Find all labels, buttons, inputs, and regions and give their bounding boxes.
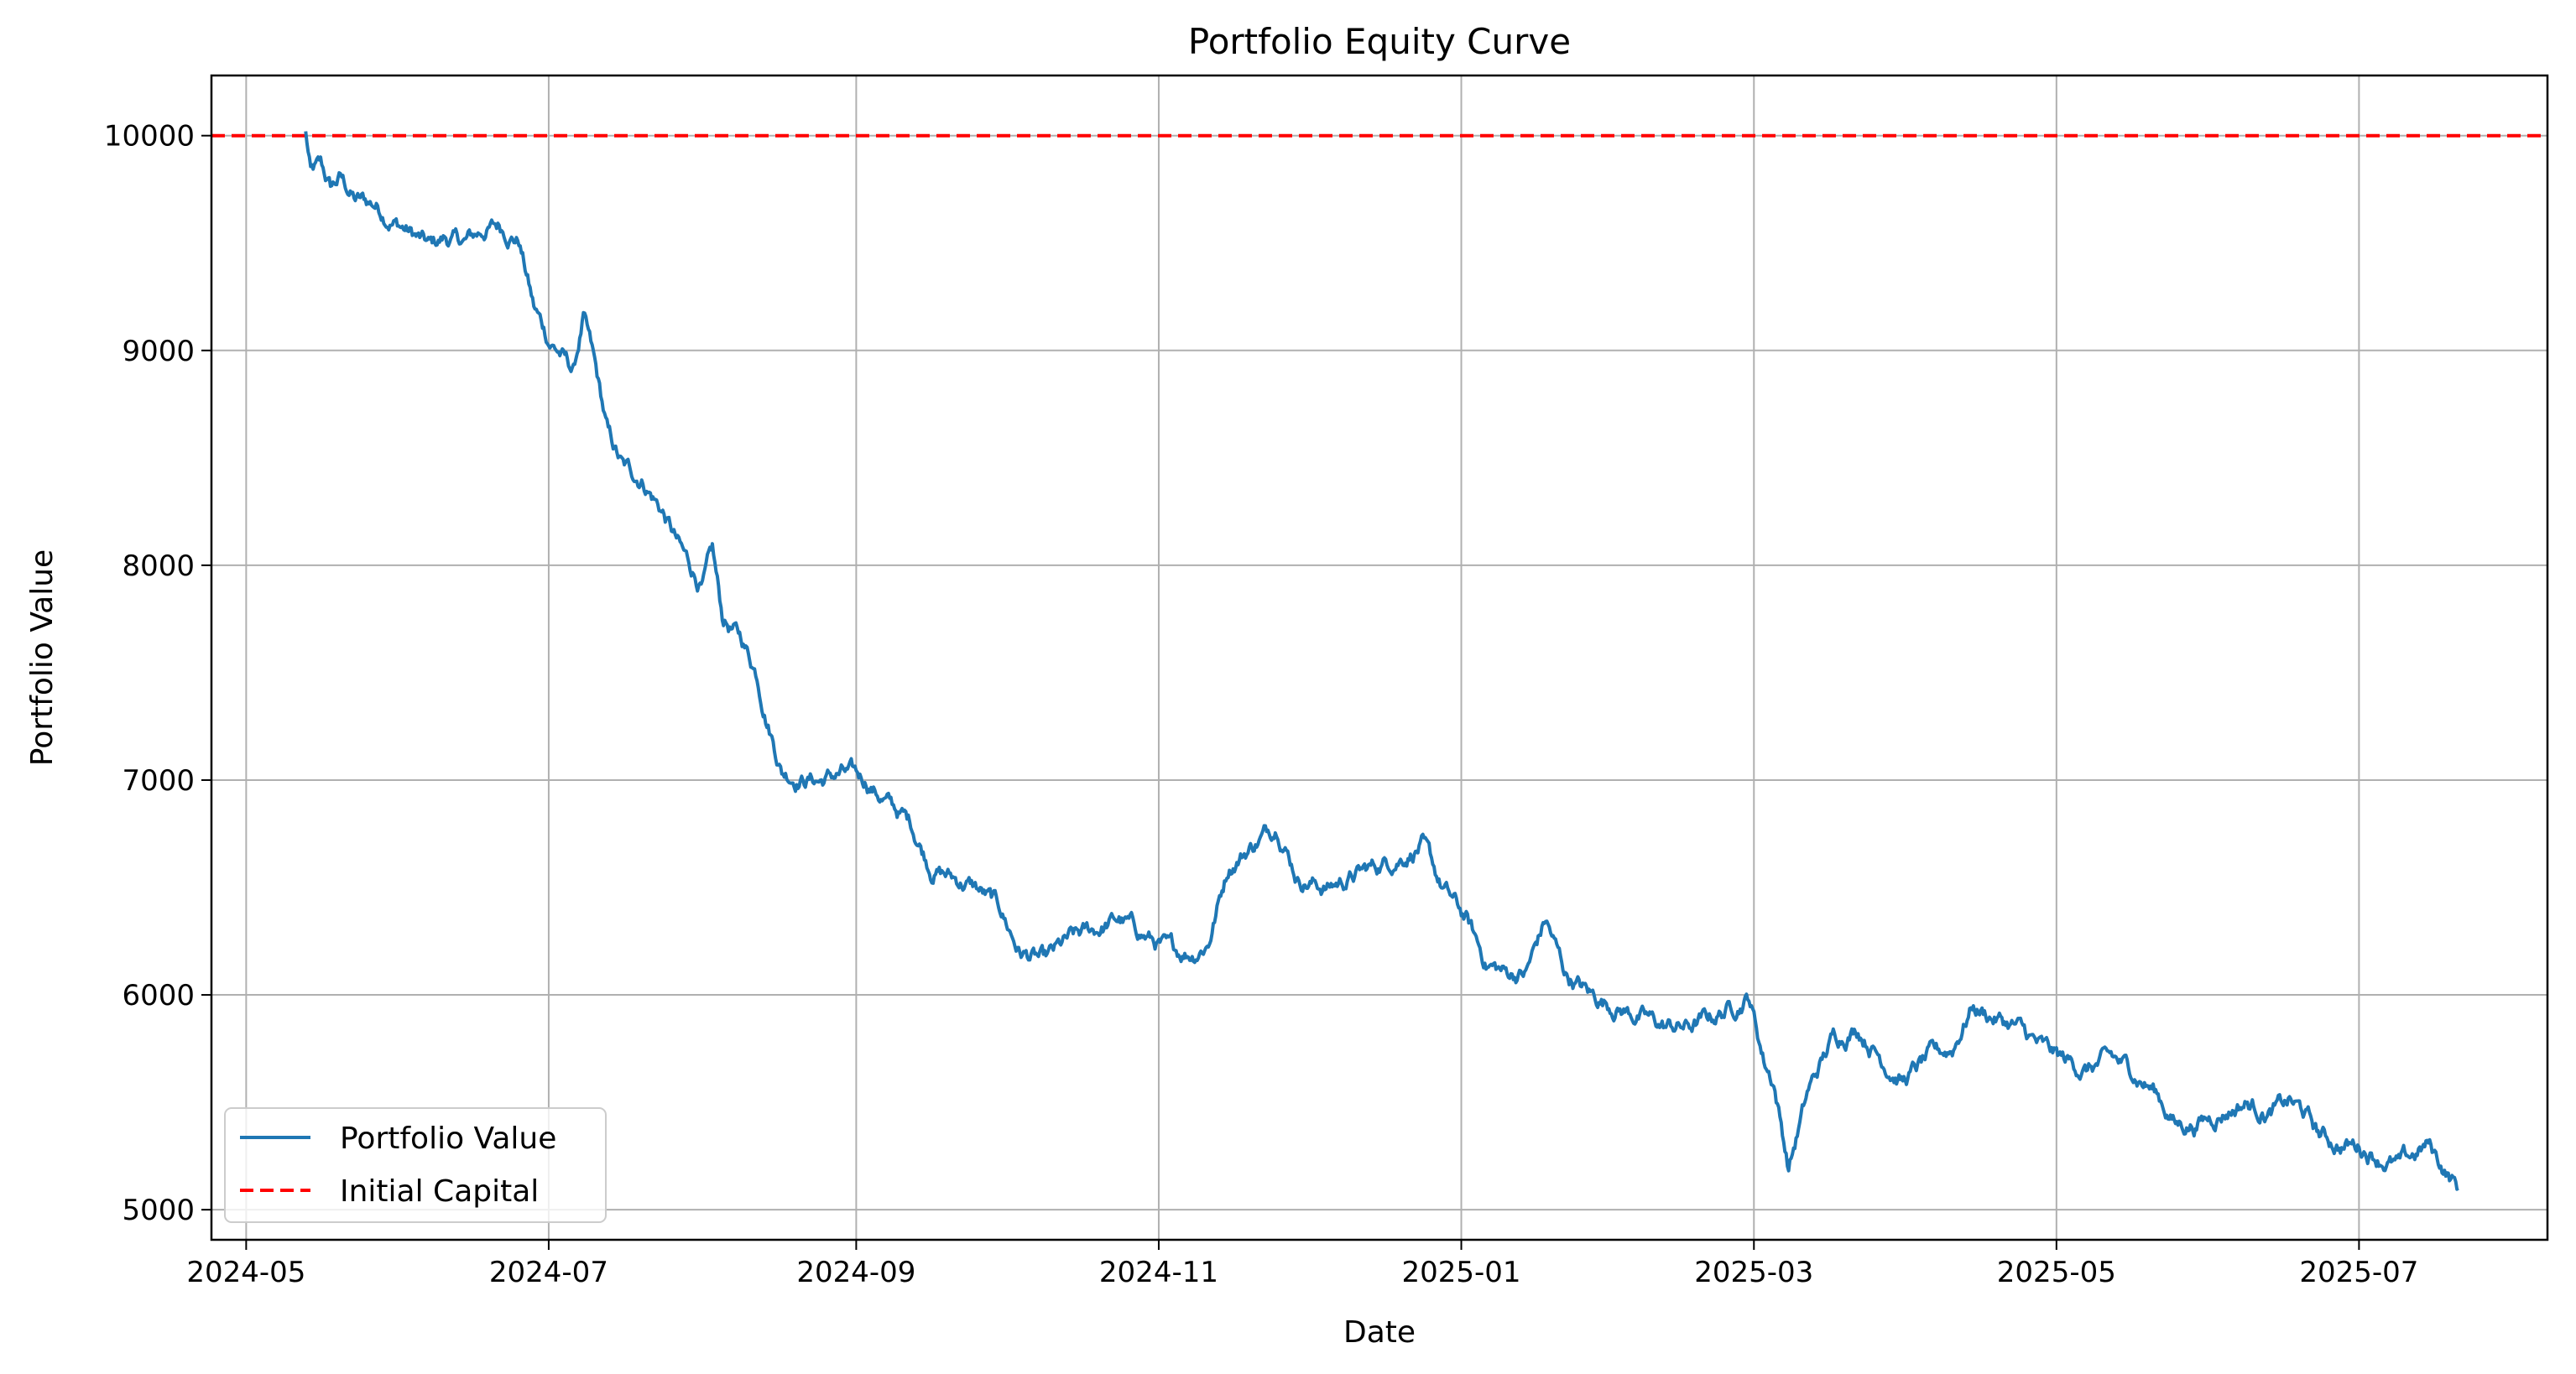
x-axis-title: Date [1343,1315,1416,1350]
y-tick-label: 7000 [122,764,195,798]
legend-label-initial-capital: Initial Capital [340,1174,539,1209]
y-axis-title: Portfolio Value [25,549,60,766]
x-tick-label: 2025-07 [2299,1256,2418,1289]
legend-box [224,1107,607,1223]
x-tick-label: 2024-05 [186,1256,305,1289]
x-tick-label: 2024-11 [1099,1256,1218,1289]
x-tick-label: 2025-01 [1401,1256,1520,1289]
x-tick-label: 2024-07 [489,1256,608,1289]
portfolio-value-line [304,131,2459,1191]
y-tick-label: 6000 [122,979,195,1012]
y-tick-label: 5000 [122,1194,195,1227]
x-tick-label: 2025-03 [1694,1256,1813,1289]
y-tick-label: 10000 [104,120,195,154]
vertical-gridlines [245,75,2360,1240]
plot-frame [210,74,2549,1241]
y-tick-label: 9000 [122,335,195,368]
y-tick-label: 8000 [122,549,195,583]
chart-title: Portfolio Equity Curve [1188,21,1571,62]
x-axis-ticks: 2024-05 2024-07 2024-09 2024-11 2025-01 2025-… [186,1240,2418,1289]
legend: Portfolio Value Initial Capital [224,1107,607,1223]
x-tick-label: 2024-09 [796,1256,915,1289]
y-axis-ticks: 5000 6000 7000 8000 9000 10000 [104,120,211,1227]
legend-label-portfolio-value: Portfolio Value [340,1122,556,1156]
x-tick-label: 2025-05 [1997,1256,2116,1289]
